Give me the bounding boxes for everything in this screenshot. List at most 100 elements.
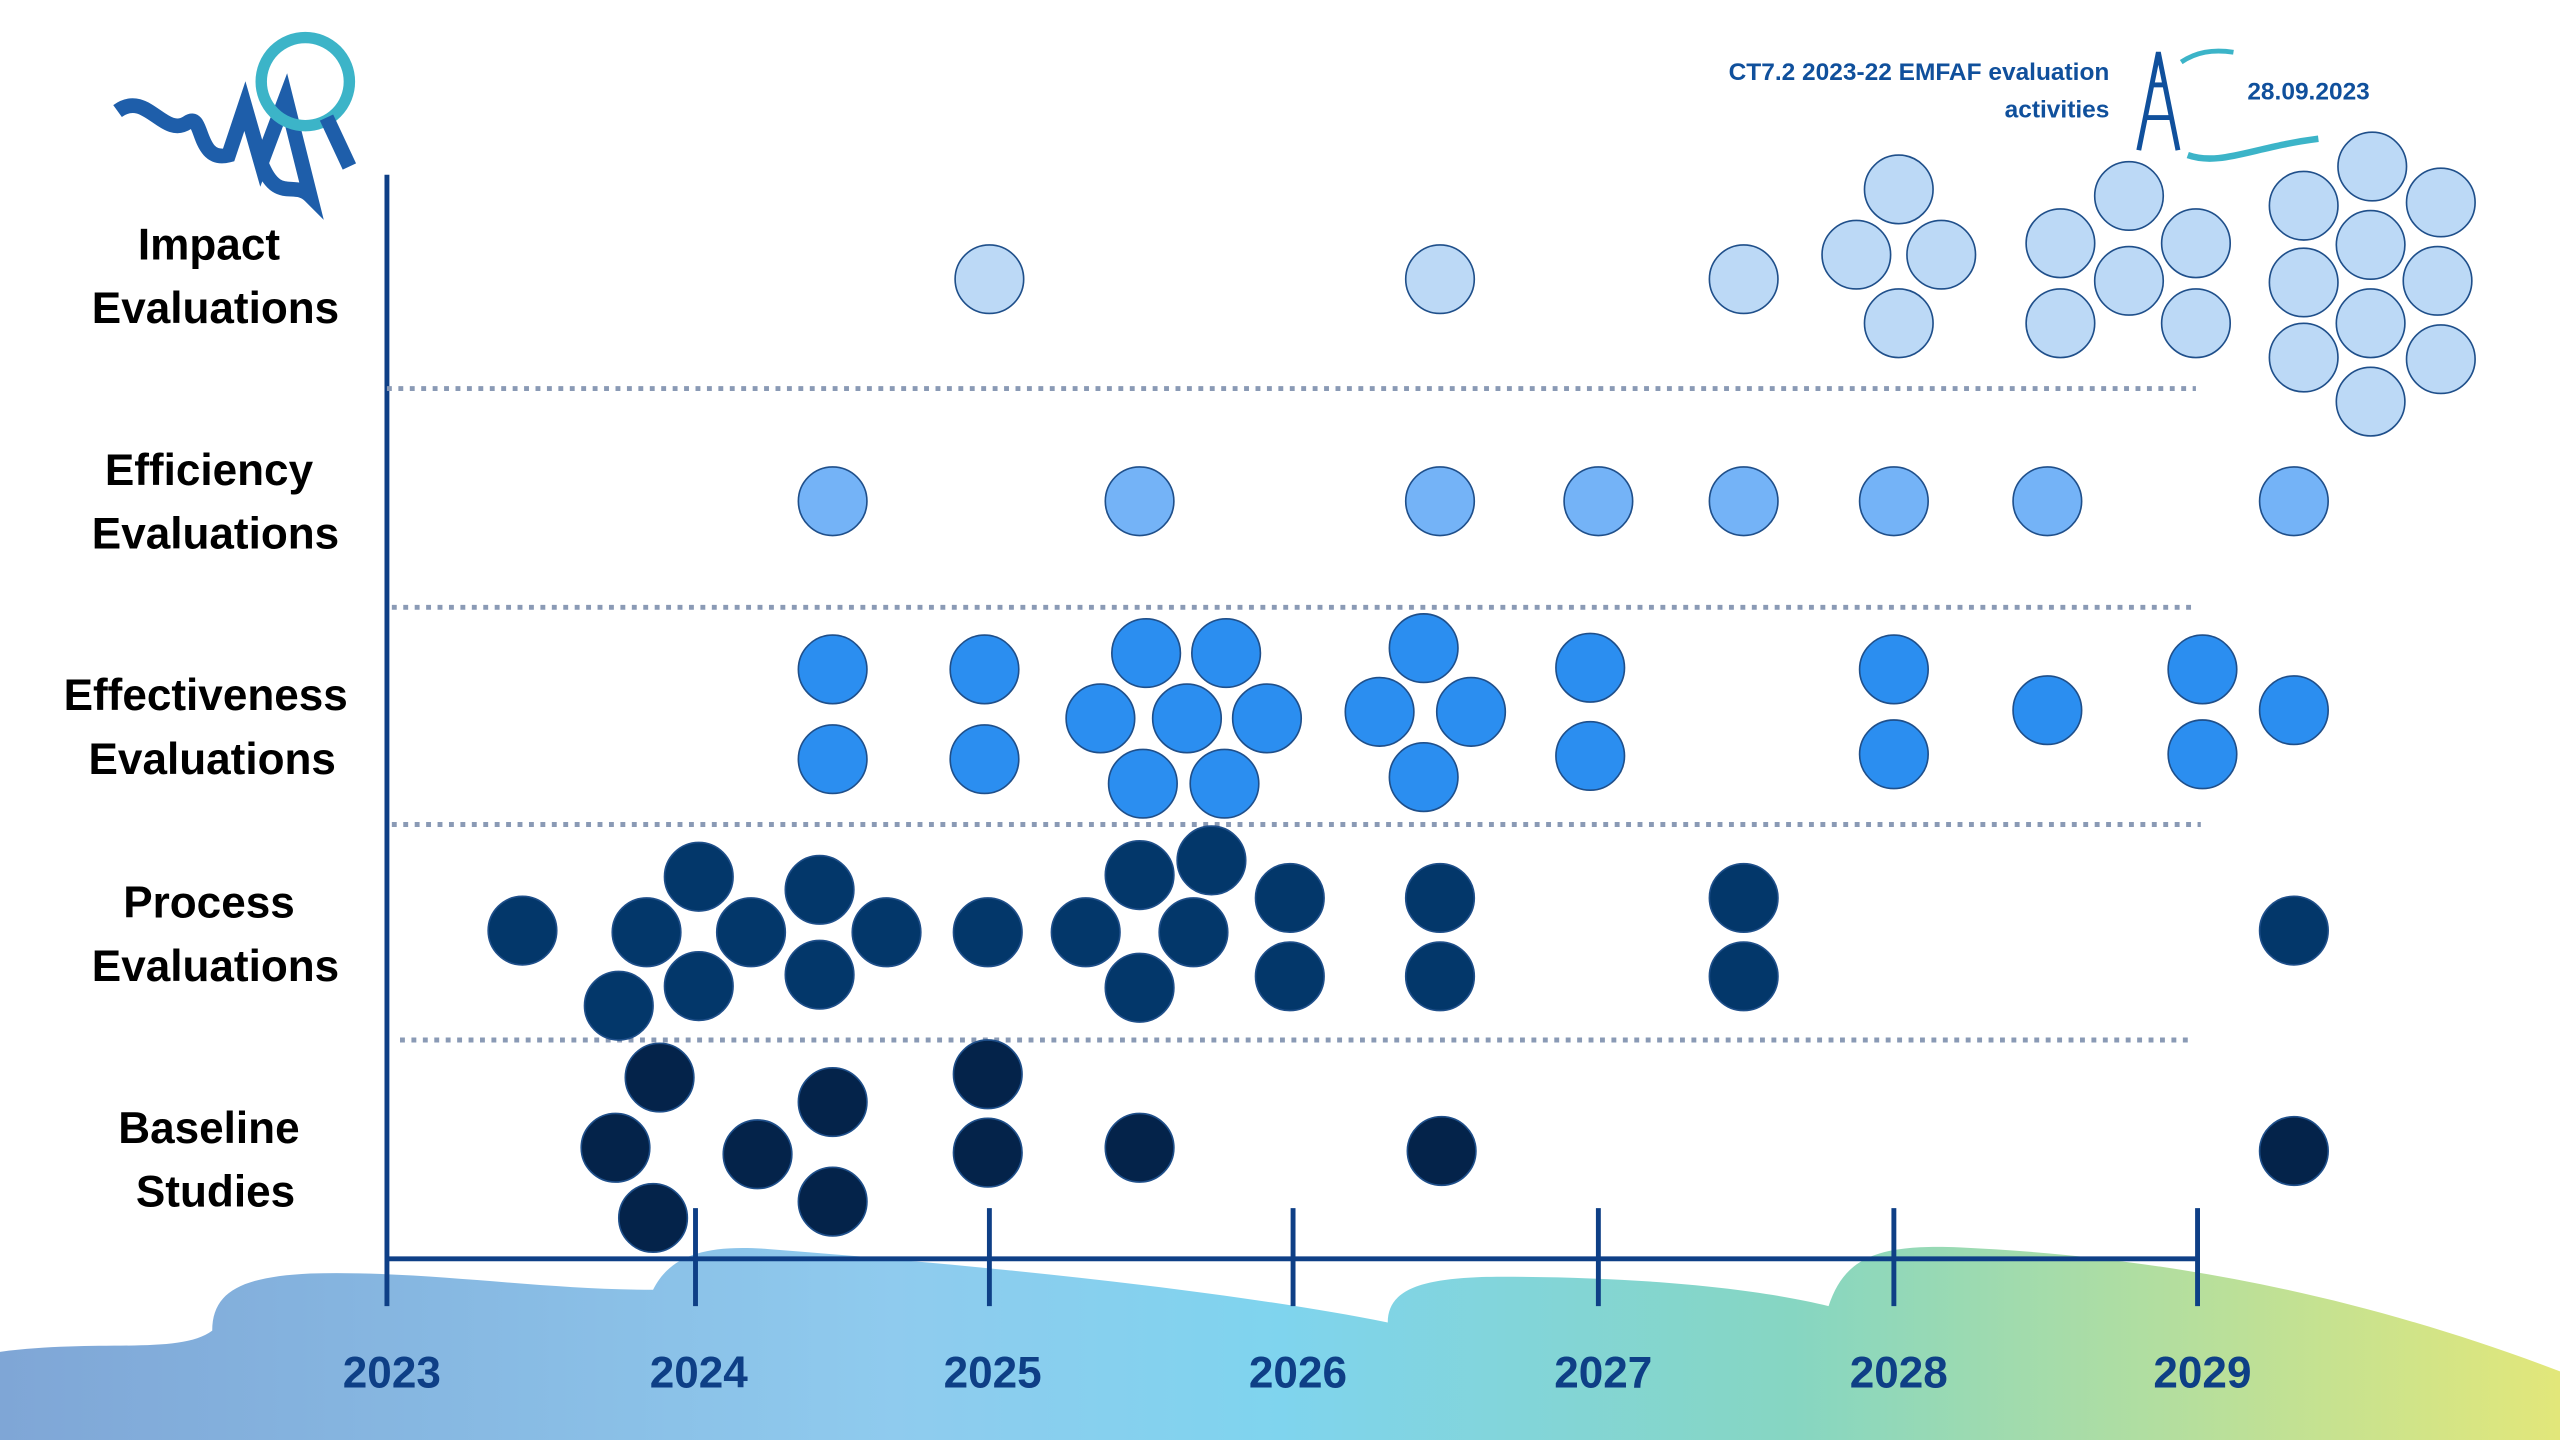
- activity-dot: [954, 244, 1025, 315]
- activity-dot: [1254, 862, 1325, 934]
- row-label: Impact: [138, 221, 280, 270]
- activity-dot: [1388, 613, 1459, 684]
- activity-dot: [487, 895, 558, 966]
- activity-dot: [1708, 941, 1779, 1012]
- activity-dot: [797, 1166, 868, 1237]
- activity-dot: [2335, 209, 2406, 280]
- row-label: Evaluations: [92, 284, 339, 333]
- activity-dot: [952, 1117, 1023, 1188]
- row-label: Evaluations: [92, 510, 339, 559]
- activity-dot: [797, 634, 868, 705]
- activity-dot: [715, 897, 787, 968]
- activity-dot: [2160, 288, 2232, 359]
- activity-dot: [1708, 244, 1779, 315]
- activity-dot: [2405, 324, 2476, 395]
- activity-dot: [2335, 288, 2406, 359]
- activity-dot: [1107, 748, 1178, 819]
- activity-dot: [583, 970, 654, 1041]
- activity-dot: [1863, 154, 1934, 225]
- activity-dot: [2268, 247, 2339, 318]
- activity-dot: [1158, 897, 1229, 968]
- year-label: 2024: [650, 1349, 749, 1398]
- activity-dot: [2337, 131, 2408, 202]
- row-label: Evaluations: [92, 942, 339, 991]
- activity-dot: [2268, 322, 2339, 393]
- row-label: Studies: [136, 1168, 295, 1217]
- activity-dot: [580, 1112, 651, 1183]
- activity-dot: [2258, 675, 2329, 746]
- activity-dot: [2093, 160, 2165, 232]
- activity-dot: [663, 951, 734, 1022]
- activity-dot: [1555, 720, 1626, 792]
- header-date: 28.09.2023: [2247, 79, 2369, 106]
- activity-dot: [1065, 683, 1136, 754]
- activity-dot: [2268, 170, 2339, 241]
- activity-dot: [1104, 840, 1175, 911]
- activity-dot: [1821, 219, 1892, 290]
- activity-dot: [1708, 466, 1779, 537]
- activity-dot: [2335, 366, 2406, 437]
- activity-dot: [797, 724, 868, 795]
- activity-dot: [949, 634, 1020, 705]
- activity-dot: [663, 841, 734, 912]
- activity-dot: [1708, 862, 1779, 934]
- activity-dot: [1176, 825, 1247, 896]
- activity-dot: [2167, 634, 2238, 705]
- activity-dot: [952, 897, 1023, 968]
- activity-dot: [2258, 1115, 2329, 1187]
- activity-dot: [2093, 245, 2165, 316]
- activity-dot: [1344, 676, 1415, 747]
- activity-dot: [2258, 895, 2329, 966]
- activity-dot: [1863, 288, 1934, 359]
- activity-dot: [1435, 676, 1507, 747]
- activity-dot: [2167, 719, 2238, 790]
- activity-dot: [1555, 632, 1626, 703]
- year-label: 2028: [1850, 1349, 1948, 1398]
- year-label: 2027: [1554, 1349, 1652, 1398]
- activity-dot: [797, 1066, 868, 1138]
- row-label: Efficiency: [105, 446, 314, 495]
- activity-dot: [1151, 683, 1223, 754]
- activity-dot: [1858, 466, 1929, 537]
- activity-dot: [1111, 617, 1182, 689]
- year-label: 2023: [343, 1349, 441, 1398]
- activity-dot: [624, 1042, 695, 1113]
- activity-dot: [617, 1182, 689, 1254]
- activity-dot: [2258, 466, 2329, 537]
- background-wave: [0, 1246, 2560, 1440]
- activity-dot: [611, 897, 682, 968]
- logo: [113, 31, 357, 220]
- activity-dot: [1104, 952, 1175, 1023]
- activity-dot: [2012, 675, 2083, 746]
- row-label: Effectiveness: [64, 671, 348, 720]
- activity-dot: [1254, 941, 1325, 1012]
- year-label: 2029: [2153, 1349, 2251, 1398]
- activity-dot: [1050, 897, 1121, 968]
- activity-dot: [1563, 466, 1634, 537]
- activity-dot: [797, 466, 868, 537]
- activity-dot: [949, 724, 1020, 795]
- activity-dot: [1189, 748, 1260, 819]
- activity-dot: [1388, 742, 1459, 813]
- activity-dot: [2405, 167, 2476, 238]
- activity-dot: [1104, 466, 1175, 537]
- activity-dot: [851, 897, 922, 968]
- activity-dot: [1406, 1115, 1477, 1187]
- year-label: 2025: [944, 1349, 1042, 1398]
- row-label: Evaluations: [89, 735, 336, 784]
- activity-dot: [722, 1119, 793, 1190]
- activity-dot: [1858, 719, 1929, 790]
- activity-dot: [2025, 288, 2096, 359]
- activity-dot: [1858, 634, 1929, 705]
- activity-dot: [2025, 208, 2096, 279]
- activity-dot: [784, 939, 855, 1010]
- header-title: activities: [2005, 97, 2110, 124]
- year-label: 2026: [1249, 1349, 1347, 1398]
- logo-lighthouse: [2136, 48, 2319, 162]
- activity-dot: [784, 854, 855, 925]
- activity-dot: [1231, 683, 1303, 754]
- row-label: Process: [123, 879, 295, 928]
- activity-dot: [1104, 1112, 1175, 1183]
